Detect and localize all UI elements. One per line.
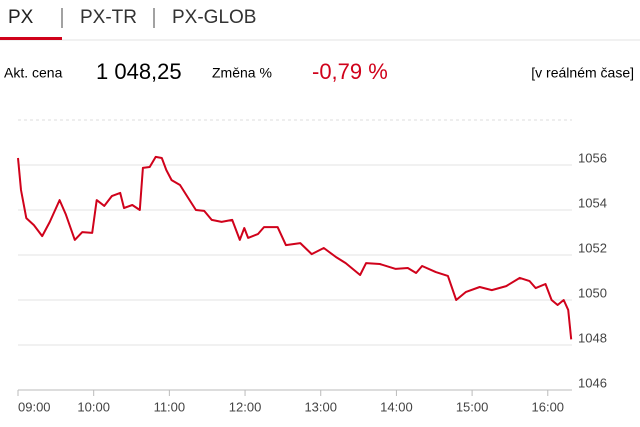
change-label: Změna % xyxy=(212,65,272,81)
x-tick-label: 09:00 xyxy=(18,399,51,414)
x-tick-label: 12:00 xyxy=(229,399,262,414)
x-tick-label: 15:00 xyxy=(456,399,489,414)
y-tick-label: 1048 xyxy=(578,330,607,345)
x-tick-label: 14:00 xyxy=(380,399,413,414)
y-tick-label: 1046 xyxy=(578,375,607,390)
x-tick-label: 13:00 xyxy=(304,399,337,414)
tab[interactable]: PX xyxy=(8,7,34,28)
y-tick-label: 1052 xyxy=(578,240,607,255)
x-tick-label: 10:00 xyxy=(77,399,110,414)
tab[interactable]: PX-GLOB xyxy=(172,7,256,28)
x-tick-label: 11:00 xyxy=(154,399,186,414)
x-tick-label: 16:00 xyxy=(532,399,565,414)
price: 1 048,25 xyxy=(96,59,182,84)
active-tab-underline xyxy=(0,37,62,40)
change: -0,79 % xyxy=(312,59,388,84)
y-tick-label: 1054 xyxy=(578,195,607,210)
price-line xyxy=(17,155,573,340)
y-tick-label: 1050 xyxy=(578,285,607,300)
tab[interactable]: PX-TR xyxy=(80,7,137,28)
y-tick-label: 1056 xyxy=(578,150,607,165)
realtime-note: [v reálném čase] xyxy=(531,65,634,81)
price-label: Akt. cena xyxy=(4,65,63,81)
